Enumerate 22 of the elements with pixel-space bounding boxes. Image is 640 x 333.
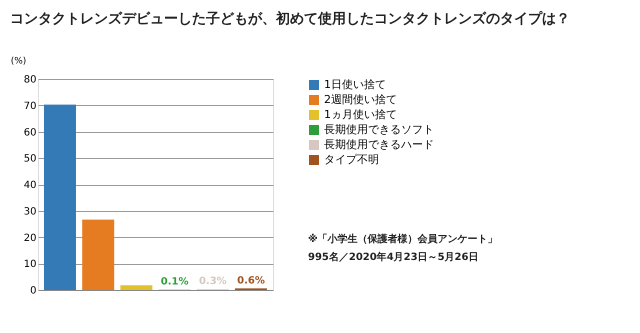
y-tick-label: 10 — [24, 259, 36, 270]
y-tick-label: 40 — [24, 180, 36, 191]
legend-label: タイプ不明 — [324, 153, 379, 166]
legend-label: 長期使用できるハード — [324, 138, 434, 151]
y-tick-label: 60 — [24, 127, 36, 138]
y-tick-label: 80 — [24, 74, 36, 86]
y-axis-title: (%) — [10, 56, 26, 66]
y-tick-label: 70 — [24, 100, 36, 112]
legend-label: 2週間使い捨て — [324, 93, 397, 106]
y-tick-label: 0 — [30, 286, 36, 296]
y-tick-label: 30 — [24, 206, 36, 218]
legend-label: 1ヵ月使い捨て — [324, 108, 397, 121]
legend-label: 長期使用できるソフト — [324, 123, 434, 136]
y-tick-label: 50 — [24, 154, 36, 165]
data-label: 0.3% — [198, 276, 227, 288]
chart-title: コンタクトレンズデビューした子どもが、初めて使用したコンタクトレンズのタイプは？ — [10, 10, 570, 27]
text: ※「小学生（保護者様）会員アンケート」 — [308, 233, 498, 245]
y-tick-label: 20 — [24, 232, 36, 244]
legend-label: 1日使い捨て — [324, 78, 386, 91]
data-label: 0.1% — [160, 276, 188, 288]
data-label: 0.6% — [237, 275, 265, 286]
text: 995名／2020年4月23日～5月26日 — [308, 251, 478, 263]
